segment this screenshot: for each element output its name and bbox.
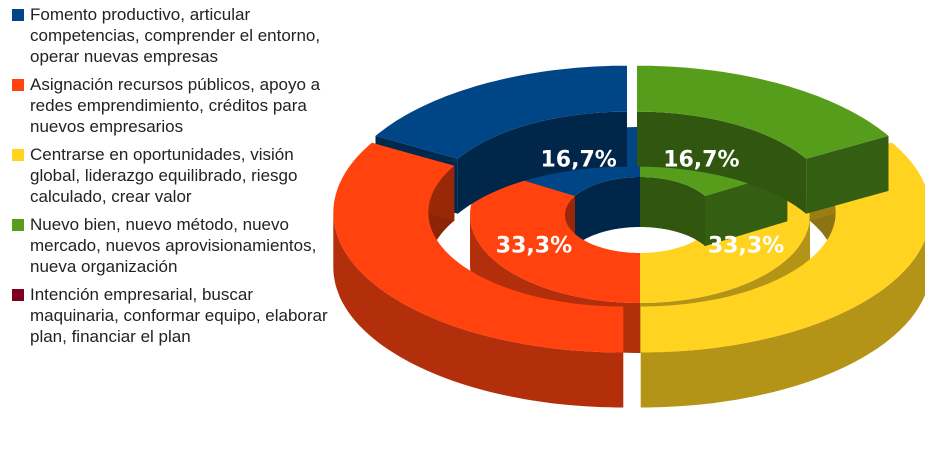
- legend: Fomento productivo, articular competenci…: [8, 4, 338, 354]
- segment-wall: [640, 239, 925, 408]
- donut-segment: [637, 65, 889, 214]
- segment-top: [470, 215, 640, 303]
- legend-item: Intención empresarial, buscar maquinaria…: [8, 284, 330, 347]
- segment-wall: [575, 177, 640, 247]
- legend-label: Centrarse en oportunidades, visión globa…: [30, 145, 298, 206]
- legend-item: Centrarse en oportunidades, visión globa…: [8, 144, 330, 207]
- segment-top: [637, 65, 889, 159]
- data-label: 33,3%: [708, 234, 784, 259]
- legend-swatch: [12, 149, 24, 161]
- legend-item: Asignación recursos públicos, apoyo a re…: [8, 74, 330, 137]
- data-label: 16,7%: [663, 147, 739, 172]
- legend-item: Nuevo bien, nuevo método, nuevo mercado,…: [8, 214, 330, 277]
- segment-top: [333, 142, 455, 213]
- legend-item: Fomento productivo, articular competenci…: [8, 4, 330, 67]
- legend-swatch: [12, 79, 24, 91]
- legend-label: Nuevo bien, nuevo método, nuevo mercado,…: [30, 215, 317, 276]
- legend-swatch: [12, 289, 24, 301]
- segment-top: [333, 212, 624, 353]
- legend-label: Intención empresarial, buscar maquinaria…: [30, 285, 328, 346]
- segment-wall: [637, 111, 807, 214]
- data-label: 16,7%: [540, 147, 616, 172]
- segment-top: [640, 215, 810, 303]
- donut-segment: [333, 142, 624, 408]
- segment-side: [806, 135, 889, 214]
- segment-wall: [333, 212, 624, 408]
- legend-label: Asignación recursos públicos, apoyo a re…: [30, 75, 321, 136]
- segment-wall: [457, 111, 627, 214]
- legend-swatch: [12, 9, 24, 21]
- legend-label: Fomento productivo, articular competenci…: [30, 5, 321, 66]
- segment-top: [640, 212, 925, 353]
- segment-top: [375, 65, 627, 159]
- data-label: 33,3%: [496, 234, 572, 259]
- legend-swatch: [12, 219, 24, 231]
- segment-wall: [640, 177, 705, 247]
